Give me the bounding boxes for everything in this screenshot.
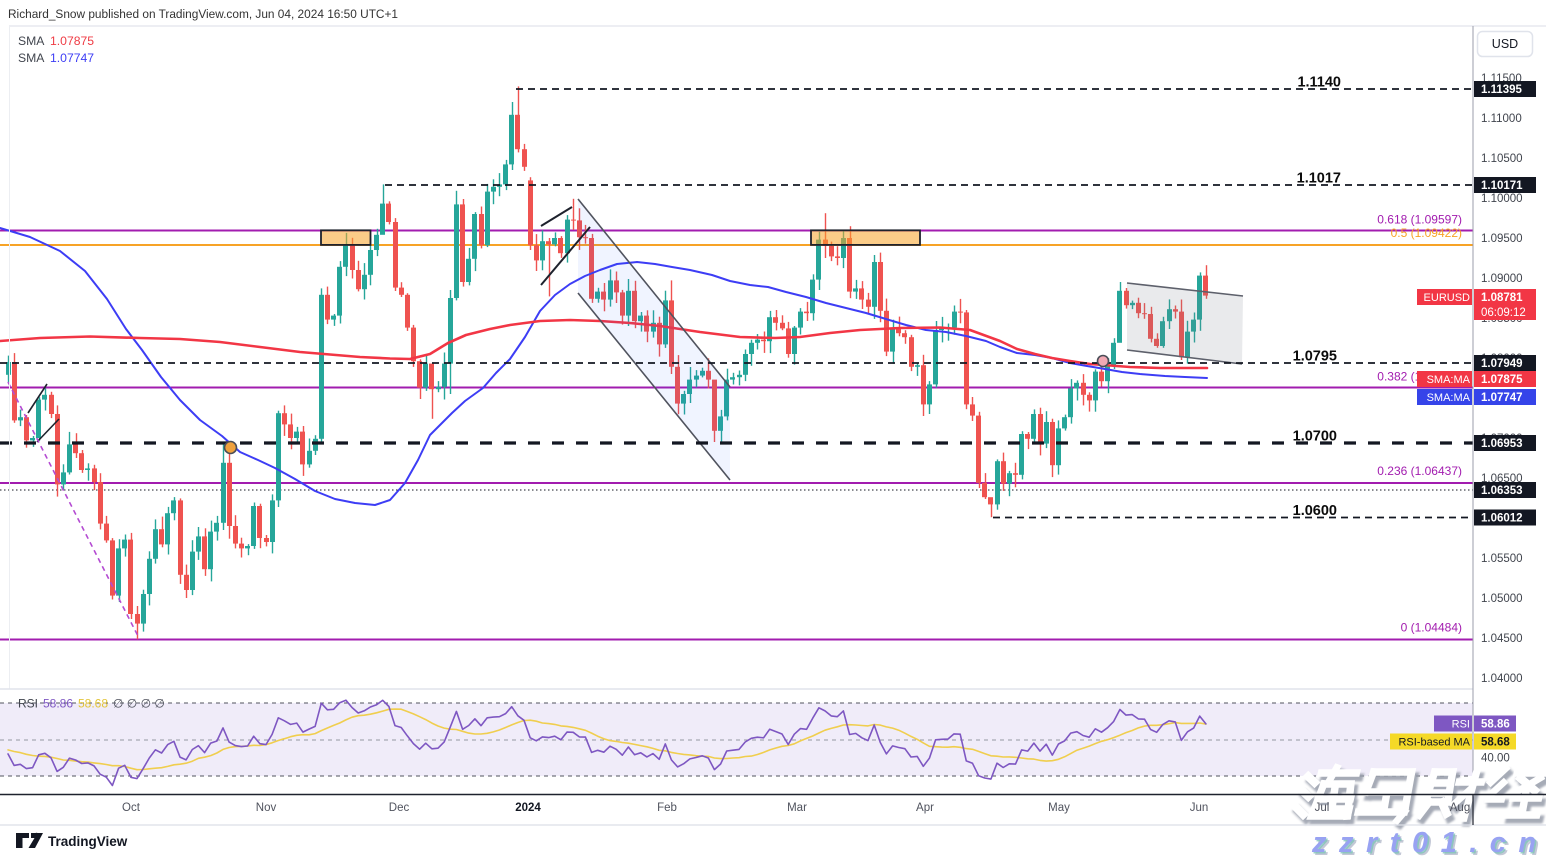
svg-text:1.06953: 1.06953 — [1481, 438, 1523, 450]
svg-text:0.618 (1.09597): 0.618 (1.09597) — [1377, 213, 1462, 227]
svg-text:58.86: 58.86 — [1481, 719, 1510, 731]
svg-text:1.07875: 1.07875 — [50, 34, 94, 48]
svg-text:1.04500: 1.04500 — [1481, 633, 1523, 645]
svg-text:2024: 2024 — [515, 802, 541, 814]
svg-text:0.5 (1.09422): 0.5 (1.09422) — [1391, 226, 1462, 240]
svg-text:1.07747: 1.07747 — [1481, 392, 1523, 404]
svg-text:Nov: Nov — [256, 802, 277, 814]
svg-text:1.0795: 1.0795 — [1293, 349, 1337, 365]
svg-text:SMA:MA: SMA:MA — [1427, 392, 1471, 404]
svg-text:Jul: Jul — [1315, 802, 1330, 814]
svg-text:58.68: 58.68 — [1481, 737, 1510, 749]
svg-text:RSI: RSI — [1452, 719, 1470, 731]
svg-text:1.0700: 1.0700 — [1293, 429, 1337, 445]
svg-text:SMA: SMA — [18, 34, 45, 48]
svg-text:40.00: 40.00 — [1481, 753, 1510, 765]
svg-text:1.11395: 1.11395 — [1481, 84, 1523, 96]
svg-text:1.06012: 1.06012 — [1481, 513, 1523, 525]
svg-text:1.05500: 1.05500 — [1481, 553, 1523, 565]
svg-text:1.10500: 1.10500 — [1481, 153, 1523, 165]
svg-text:1.07949: 1.07949 — [1481, 358, 1523, 370]
svg-text:May: May — [1048, 802, 1070, 814]
svg-text:1.08781: 1.08781 — [1481, 292, 1523, 304]
svg-text:RSI-based MA: RSI-based MA — [1398, 737, 1470, 749]
svg-text:zzrt01.cn: zzrt01.cn — [1311, 827, 1546, 857]
svg-text:Richard_Snow published on Trad: Richard_Snow published on TradingView.co… — [8, 7, 398, 21]
svg-text:1.0600: 1.0600 — [1293, 503, 1337, 519]
svg-text:1.04000: 1.04000 — [1481, 673, 1523, 685]
svg-text:Dec: Dec — [389, 802, 410, 814]
svg-text:USD: USD — [1492, 37, 1518, 51]
svg-text:RSI: RSI — [18, 697, 38, 711]
svg-text:1.06353: 1.06353 — [1481, 485, 1523, 497]
svg-text:1.07875: 1.07875 — [1481, 374, 1523, 386]
svg-text:Mar: Mar — [787, 802, 807, 814]
svg-text:58.86: 58.86 — [43, 697, 73, 711]
svg-text:1.11000: 1.11000 — [1481, 113, 1522, 125]
svg-text:1.10000: 1.10000 — [1481, 193, 1523, 205]
svg-text:Aug: Aug — [1450, 802, 1470, 814]
svg-text:Feb: Feb — [657, 802, 677, 814]
svg-text:TradingView: TradingView — [48, 834, 128, 849]
svg-text:1.1017: 1.1017 — [1297, 171, 1341, 187]
svg-text:0 (1.04484): 0 (1.04484) — [1401, 621, 1462, 635]
svg-text:1.09000: 1.09000 — [1481, 273, 1523, 285]
svg-text:SMA: SMA — [18, 51, 45, 65]
svg-text:58.68: 58.68 — [78, 697, 108, 711]
svg-text:1.1140: 1.1140 — [1297, 75, 1341, 91]
svg-text:Oct: Oct — [122, 802, 141, 814]
svg-text:EURUSD: EURUSD — [1424, 292, 1471, 304]
svg-text:0.236 (1.06437): 0.236 (1.06437) — [1377, 464, 1462, 478]
svg-text:06:09:12: 06:09:12 — [1481, 307, 1526, 319]
svg-text:1.05000: 1.05000 — [1481, 593, 1523, 605]
svg-text:1.10171: 1.10171 — [1481, 180, 1523, 192]
svg-text:Jun: Jun — [1190, 802, 1209, 814]
svg-text:SMA:MA: SMA:MA — [1427, 374, 1471, 386]
svg-text:Apr: Apr — [916, 802, 934, 814]
svg-text:1.07747: 1.07747 — [50, 51, 94, 65]
svg-text:1.09500: 1.09500 — [1481, 233, 1523, 245]
svg-text:∅ ∅ ∅ ∅: ∅ ∅ ∅ ∅ — [113, 697, 165, 711]
